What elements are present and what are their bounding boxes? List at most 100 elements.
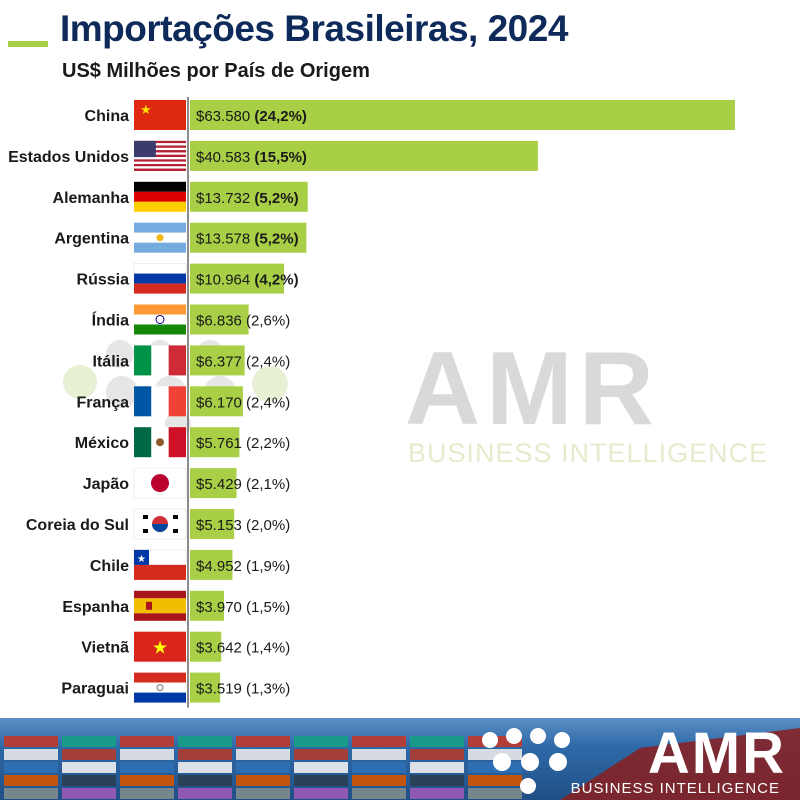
data-label: $10.964 (4,2%) xyxy=(196,272,299,289)
bar-row: Paraguai $3.519 (1,3%) xyxy=(61,672,290,703)
data-label: $6.836 (2,6%) xyxy=(196,313,290,330)
footer-banner: AMR BUSINESS INTELLIGENCE xyxy=(0,718,800,800)
bar xyxy=(190,304,249,335)
japan-flag-icon xyxy=(133,467,187,499)
chart-subtitle: US$ Milhões por País de Origem xyxy=(62,60,370,82)
value-label: $13.732 xyxy=(196,190,254,207)
value-label: $5.429 xyxy=(196,476,246,493)
data-label: $40.583 (15,5%) xyxy=(196,149,307,166)
bar xyxy=(190,100,735,130)
vietnam-flag-icon: ★ xyxy=(134,631,186,662)
bar xyxy=(190,468,237,499)
bar-row: Argentina $13.578 (5,2%) xyxy=(54,222,307,253)
title-accent-bar xyxy=(8,41,48,47)
bar-chart: China ★ $63.580 (24,2%) Estados Unidos $40.5… xyxy=(8,97,735,708)
share-label: (2,1%) xyxy=(246,476,290,493)
bar xyxy=(190,427,240,458)
data-label: $3.519 (1,3%) xyxy=(196,681,290,698)
svg-text:★: ★ xyxy=(152,638,168,659)
chile-flag-icon: ★ xyxy=(133,549,187,580)
footer-tagline: BUSINESS INTELLIGENCE xyxy=(570,780,780,797)
china-flag-icon: ★ xyxy=(134,100,186,130)
paraguay-flag-icon xyxy=(134,672,186,703)
bar xyxy=(190,549,233,580)
value-label: $6.836 xyxy=(196,313,246,330)
value-label: $13.578 xyxy=(196,231,254,248)
data-label: $3.642 (1,4%) xyxy=(196,640,290,657)
category-label: Itália xyxy=(93,353,130,370)
category-label: Chile xyxy=(90,558,129,575)
bar-row: Alemanha $13.732 (5,2%) xyxy=(53,181,308,212)
share-label: (2,2%) xyxy=(246,435,290,452)
bar-row: China ★ $63.580 (24,2%) xyxy=(85,100,735,130)
usa-flag-icon xyxy=(134,140,186,171)
share-label: (15,5%) xyxy=(254,149,307,166)
bar-row: Chile ★ $4.952 (1,9%) xyxy=(90,549,290,580)
data-label: $3.970 (1,5%) xyxy=(196,599,290,616)
category-label: Índia xyxy=(92,311,129,330)
bar xyxy=(190,263,284,294)
bar xyxy=(190,386,243,417)
bar xyxy=(190,509,235,539)
value-label: $10.964 xyxy=(196,272,254,289)
footer-logo-dots xyxy=(482,728,570,794)
value-label: $40.583 xyxy=(196,149,254,166)
bar-row: Japão $5.429 (2,1%) xyxy=(83,467,290,499)
category-label: França xyxy=(77,394,130,411)
svg-text:★: ★ xyxy=(137,554,146,565)
bar-row: Estados Unidos $40.583 (15,5%) xyxy=(8,140,538,171)
category-label: México xyxy=(75,435,129,452)
spain-flag-icon xyxy=(134,590,186,621)
bar-row: Índia $6.836 (2,6%) xyxy=(92,304,290,335)
russia-flag-icon xyxy=(133,263,187,294)
share-label: (4,2%) xyxy=(254,272,298,289)
bar xyxy=(190,181,308,212)
value-label: $63.580 xyxy=(196,108,254,125)
south-korea-flag-icon xyxy=(133,508,187,540)
value-label: $4.952 xyxy=(196,558,246,575)
share-label: (1,4%) xyxy=(246,640,290,657)
share-label: (1,3%) xyxy=(246,681,290,698)
share-label: (2,0%) xyxy=(246,517,290,534)
bar-row: Vietnã ★ $3.642 (1,4%) xyxy=(81,631,290,662)
data-label: $13.732 (5,2%) xyxy=(196,190,299,207)
value-label: $6.377 xyxy=(196,353,246,370)
share-label: (2,4%) xyxy=(246,394,290,411)
category-label: Paraguai xyxy=(61,681,129,698)
category-label: Estados Unidos xyxy=(8,149,129,166)
argentina-flag-icon xyxy=(134,222,186,253)
bar-row: Rússia $10.964 (4,2%) xyxy=(77,263,299,294)
bar xyxy=(190,140,538,171)
data-label: $4.952 (1,9%) xyxy=(196,558,290,575)
bar-row: Itália $6.377 (2,4%) xyxy=(93,345,290,376)
india-flag-icon xyxy=(134,304,186,335)
share-label: (5,2%) xyxy=(254,190,298,207)
value-label: $3.642 xyxy=(196,640,246,657)
value-label: $6.170 xyxy=(196,394,246,411)
value-label: $5.153 xyxy=(196,517,246,534)
category-label: Coreia do Sul xyxy=(26,517,129,534)
share-label: (1,9%) xyxy=(246,558,290,575)
bar xyxy=(190,222,307,253)
italy-flag-icon xyxy=(134,345,186,376)
value-label: $3.519 xyxy=(196,681,246,698)
mexico-flag-icon xyxy=(134,427,186,458)
share-label: (24,2%) xyxy=(254,108,307,125)
data-label: $6.170 (2,4%) xyxy=(196,394,290,411)
share-label: (2,6%) xyxy=(246,313,290,330)
category-label: Argentina xyxy=(54,231,129,248)
chart-title: Importações Brasileiras, 2024 xyxy=(60,8,568,49)
data-label: $5.429 (2,1%) xyxy=(196,476,290,493)
bar-row: Espanha $3.970 (1,5%) xyxy=(62,590,290,621)
value-label: $3.970 xyxy=(196,599,246,616)
category-label: Espanha xyxy=(62,599,129,616)
bar xyxy=(190,672,221,703)
data-label: $13.578 (5,2%) xyxy=(196,231,299,248)
bar xyxy=(190,631,222,662)
category-label: China xyxy=(85,108,130,125)
germany-flag-icon xyxy=(134,181,186,212)
category-label: Rússia xyxy=(77,272,130,289)
data-label: $5.153 (2,0%) xyxy=(196,517,290,534)
share-label: (2,4%) xyxy=(246,353,290,370)
svg-text:★: ★ xyxy=(140,103,152,118)
